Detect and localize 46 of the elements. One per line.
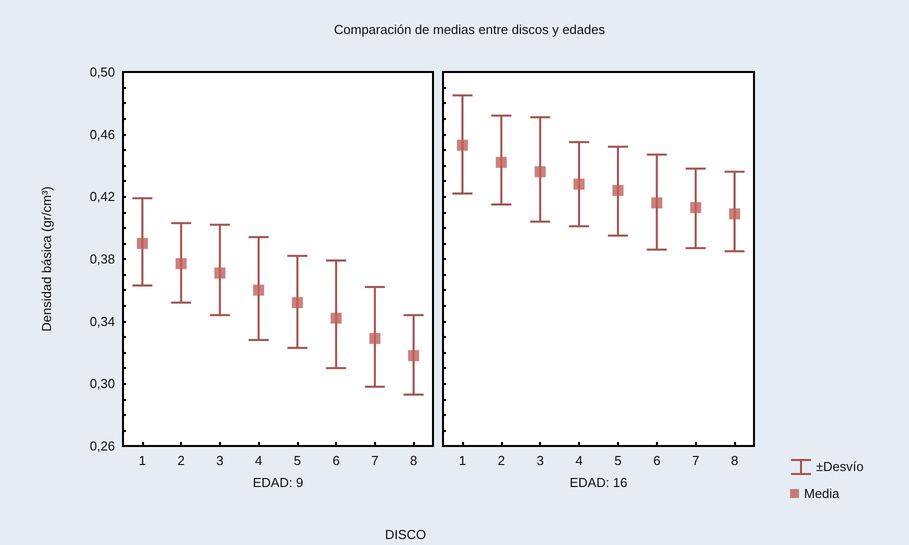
point (176, 258, 187, 270)
x-tick-label: 6 (653, 453, 660, 468)
x-tick-label: 3 (216, 453, 224, 468)
y-tick-label: 0,42 (90, 189, 115, 204)
point (136, 238, 148, 249)
point (612, 184, 624, 196)
y-tick-label: 0,46 (90, 126, 115, 142)
text: DISCO (385, 527, 426, 542)
x-tick-label: 7 (692, 453, 700, 468)
point (292, 297, 303, 308)
text: Comparación de medias entre discos y edades (333, 22, 606, 37)
x-tick-label: 5 (614, 453, 622, 468)
text: ±Desvío (816, 459, 864, 474)
y-axis-title: Densidad básica (gr/cm³) (39, 186, 54, 332)
y-tick-label: 0,34 (90, 314, 115, 329)
x-tick-label: 3 (536, 453, 544, 468)
x-axis-title: EDAD: 16 (570, 475, 628, 490)
point (690, 202, 702, 214)
point (496, 156, 507, 168)
point (330, 312, 342, 324)
x-tick-label: 2 (498, 453, 505, 468)
x-tick-label: 1 (458, 453, 466, 468)
point (574, 178, 585, 190)
legend-label: Media (804, 486, 840, 501)
point (214, 268, 226, 279)
x-tick-label: 4 (575, 453, 583, 468)
y-tick-label: 0,50 (90, 64, 115, 80)
point (729, 208, 740, 220)
point (253, 284, 264, 296)
x-tick-label: 8 (410, 453, 418, 468)
y-tick-label: 0,38 (90, 252, 115, 266)
y-tick-label: 0,30 (90, 376, 115, 392)
x-axis-title: EDAD: 9 (252, 475, 304, 490)
x-tick-label: 8 (730, 453, 738, 468)
x-tick-label: 6 (332, 453, 340, 468)
point (408, 350, 420, 362)
x-tick-label: 4 (255, 453, 262, 468)
point (534, 166, 546, 178)
x-tick-label: 2 (178, 453, 185, 468)
x-tick-label: 1 (138, 453, 146, 468)
point (369, 332, 380, 344)
point (651, 197, 662, 208)
x-tick-label: 7 (371, 453, 378, 468)
y-tick-label: 0,26 (90, 438, 115, 454)
x-tick-label: 5 (294, 453, 301, 468)
point (456, 140, 468, 151)
